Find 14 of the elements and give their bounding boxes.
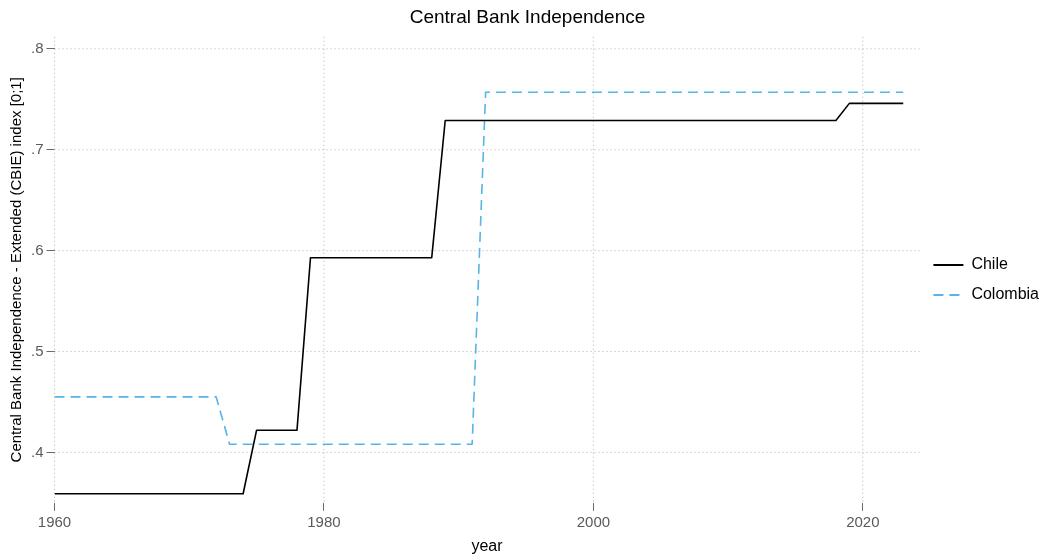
y-tick-label: .5 bbox=[30, 341, 44, 359]
y-tick-label: .8 bbox=[30, 39, 44, 57]
y-axis-title: Central Bank Independence - Extended (CBIE) index [0;1] bbox=[7, 77, 25, 463]
x-tick-label: 2000 bbox=[576, 512, 611, 530]
legend-label: Colombia bbox=[971, 285, 1040, 303]
y-tick-label: .7 bbox=[30, 139, 44, 157]
legend-label: Chile bbox=[971, 255, 1008, 273]
x-axis-title: year bbox=[471, 536, 504, 554]
x-tick-label: 1960 bbox=[37, 512, 72, 530]
y-tick-label: .4 bbox=[30, 442, 44, 460]
x-tick-label: 1980 bbox=[307, 512, 341, 530]
y-tick-label: .6 bbox=[30, 240, 44, 258]
chart-title: Central Bank Independence bbox=[409, 5, 646, 27]
x-tick-label: 2020 bbox=[846, 512, 880, 530]
